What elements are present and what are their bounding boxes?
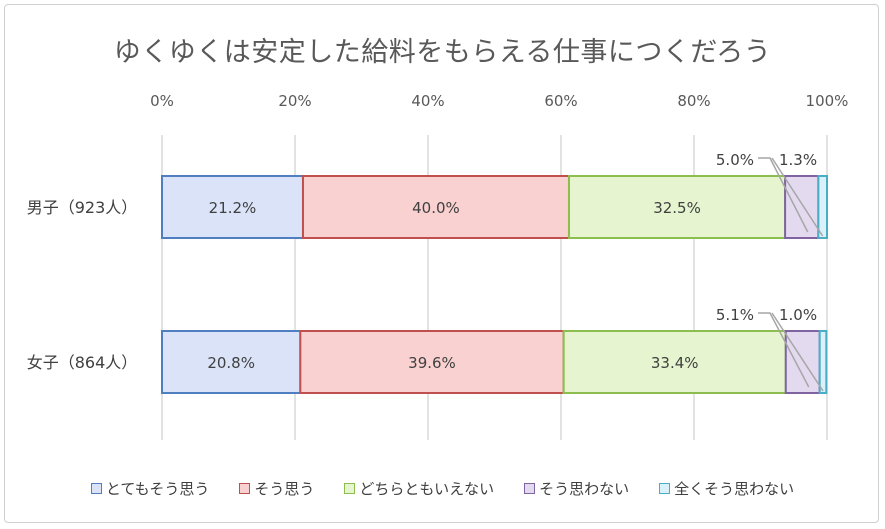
bar-segment [567,175,787,239]
leader-line [771,157,824,237]
legend-swatch [344,483,356,494]
legend-swatch [239,483,251,494]
legend-label: どちらともいえない [359,480,495,498]
legend-item: どちらともいえない [344,478,494,499]
data-label: 20.8% [207,354,255,372]
bar-segment [818,330,828,394]
data-label: 40.0% [412,199,460,217]
data-label: 5.0% [716,151,754,169]
x-tick-label: 100% [806,92,849,110]
data-label: 32.5% [653,199,701,217]
x-tick-label: 60% [544,92,577,110]
bar-segment [301,175,570,239]
legend-label: 全くそう思わない [674,480,795,498]
category-label: 女子（864人） [27,353,138,372]
chart-legend: とてもそう思う そう思う どちらともいえない そう思わない 全くそう思わない [0,478,885,499]
bar-segment [817,175,828,239]
legend-item: 全くそう思わない [659,478,794,499]
x-tick-label: 80% [677,92,710,110]
leader-line [758,312,810,388]
chart-title: ゆくゆくは安定した給料をもらえる仕事につくだろう [113,37,772,68]
data-label: 39.6% [408,354,456,372]
legend-label: そう思わない [539,480,630,498]
legend-item: そう思わない [524,478,629,499]
x-tick-label: 40% [411,92,444,110]
legend-item: とてもそう思う [90,478,210,499]
data-label: 5.1% [716,306,754,324]
data-label: 21.2% [209,199,257,217]
legend-label: とてもそう思う [105,480,210,498]
bar-segment [299,330,565,394]
leader-line [771,312,824,392]
legend-label: そう思う [254,480,315,498]
bar-segment [161,175,304,239]
chart-frame [4,4,879,523]
data-label: 1.0% [779,306,817,324]
x-tick-label: 20% [278,92,311,110]
legend-swatch [659,483,671,494]
data-label: 33.4% [651,354,699,372]
bar-segment [784,330,821,394]
category-label: 男子（923人） [27,198,138,217]
data-label: 1.3% [779,151,817,169]
legend-swatch [90,483,102,494]
leader-line [758,157,809,233]
legend-item: そう思う [239,478,314,499]
legend-swatch [524,483,536,494]
x-tick-label: 0% [150,92,174,110]
bar-segment [161,330,302,394]
